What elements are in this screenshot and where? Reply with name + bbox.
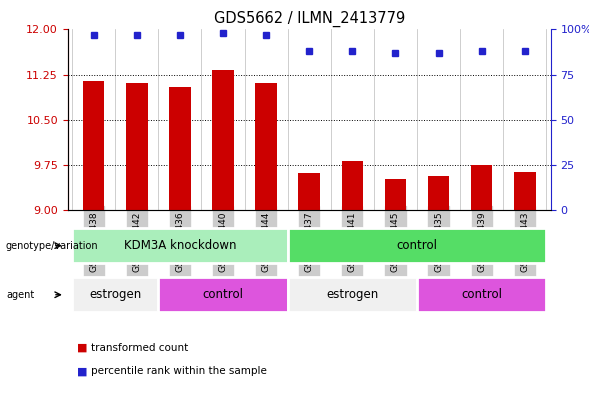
Bar xyxy=(287,277,417,312)
Bar xyxy=(417,277,547,312)
Bar xyxy=(158,277,287,312)
Text: genotype/variation: genotype/variation xyxy=(6,241,98,251)
Bar xyxy=(385,179,406,210)
Text: agent: agent xyxy=(6,290,34,300)
Text: estrogen: estrogen xyxy=(326,288,379,301)
Bar xyxy=(287,228,547,263)
Text: estrogen: estrogen xyxy=(89,288,141,301)
Bar xyxy=(126,83,147,210)
Bar xyxy=(212,70,234,210)
Title: GDS5662 / ILMN_2413779: GDS5662 / ILMN_2413779 xyxy=(214,11,405,27)
Text: control: control xyxy=(461,288,502,301)
Text: percentile rank within the sample: percentile rank within the sample xyxy=(91,366,267,376)
Text: ■: ■ xyxy=(77,343,87,353)
Bar xyxy=(72,228,287,263)
Bar xyxy=(255,83,277,210)
Bar xyxy=(514,172,535,210)
Bar xyxy=(471,165,492,210)
Text: KDM3A knockdown: KDM3A knockdown xyxy=(124,239,236,252)
Bar xyxy=(342,161,363,210)
Bar xyxy=(83,81,104,210)
Text: ■: ■ xyxy=(77,366,87,376)
Bar xyxy=(169,87,191,210)
Text: control: control xyxy=(396,239,438,252)
Text: transformed count: transformed count xyxy=(91,343,188,353)
Text: control: control xyxy=(203,288,243,301)
Bar xyxy=(428,176,449,210)
Bar xyxy=(299,173,320,210)
Bar xyxy=(72,277,158,312)
